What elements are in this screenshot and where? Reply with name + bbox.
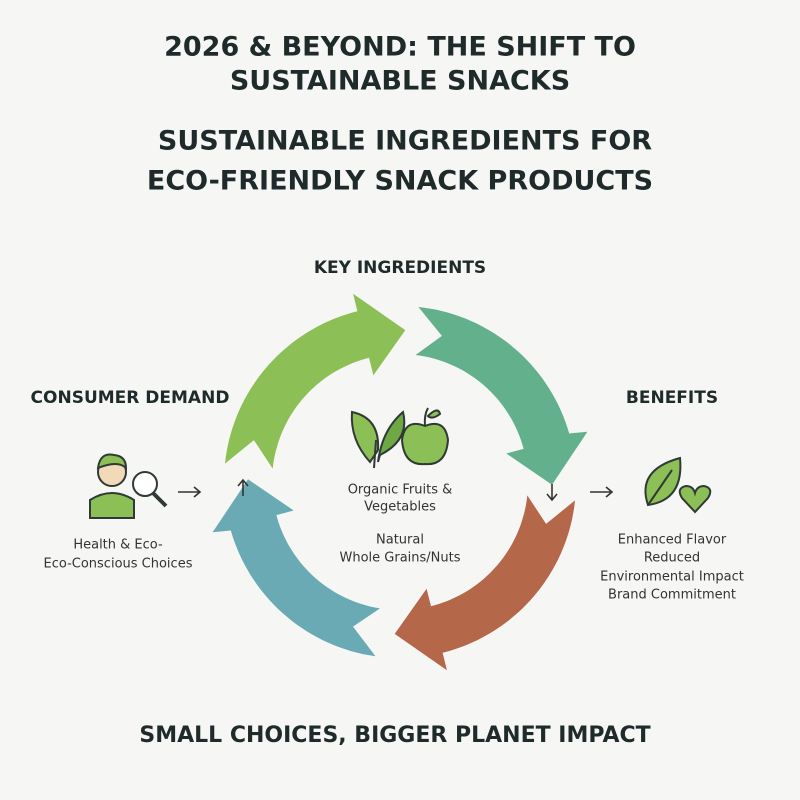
cycle-arrow — [212, 479, 380, 657]
right-text: Enhanced Flavor — [618, 533, 727, 548]
cycle-arrow — [225, 293, 406, 469]
center-text: Vegetables — [364, 500, 436, 515]
subtitle: SUSTAINABLE INGREDIENTS FOR — [158, 126, 652, 157]
cycle-arrow — [415, 307, 588, 485]
right-text: Environmental Impact — [600, 570, 744, 585]
right-text: Reduced — [644, 551, 700, 566]
cycle-arrows — [212, 293, 588, 671]
title: SUSTAINABLE SNACKS — [230, 66, 570, 97]
center-text: Natural — [376, 533, 424, 548]
consumer-icon — [89, 453, 168, 519]
small-arrows — [178, 478, 614, 502]
subtitle: ECO-FRIENDLY SNACK PRODUCTS — [147, 166, 653, 197]
key-label: KEY INGREDIENTS — [314, 258, 486, 278]
benefits-icon — [644, 456, 712, 514]
ingredients-icon — [350, 407, 450, 469]
center-text: Whole Grains/Nuts — [339, 551, 460, 566]
right-label: BENEFITS — [626, 388, 718, 408]
left-text: Health & Eco- — [73, 538, 163, 553]
title: 2026 & BEYOND: THE SHIFT TO — [164, 32, 636, 63]
left-label: CONSUMER DEMAND — [31, 388, 230, 408]
left-text: Eco-Conscious Choices — [44, 557, 193, 572]
footer: SMALL CHOICES, BIGGER PLANET IMPACT — [139, 723, 650, 748]
right-text: Brand Commitment — [608, 588, 736, 603]
cycle-arrow — [394, 495, 575, 671]
center-text: Organic Fruits & — [348, 483, 453, 498]
